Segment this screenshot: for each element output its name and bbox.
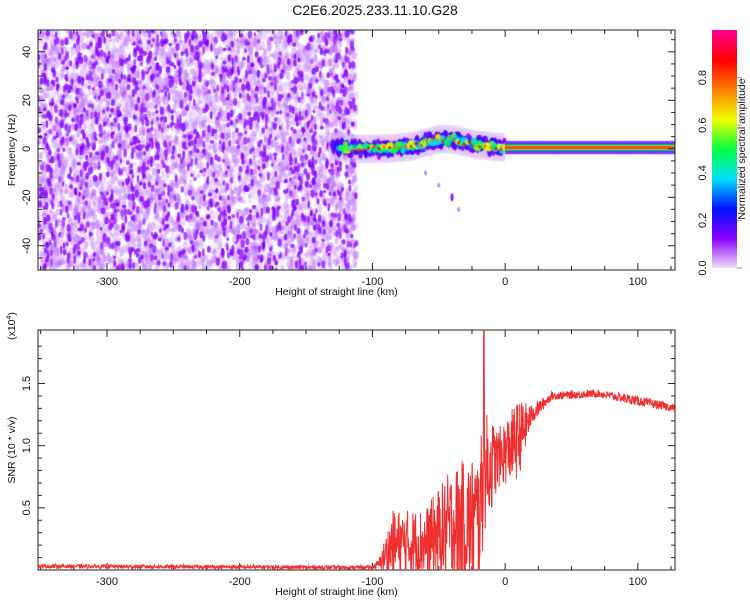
x-axis-label: Height of straight line (km) [275,586,398,598]
y-tick-label: 1.5 [21,376,33,391]
colorbar-tick-label: 0.0 [697,260,709,275]
x-tick-label: -200 [229,276,251,288]
colorbar-label: Normalized spectral amplitude [736,78,748,219]
y-scale-close: ) [6,312,18,316]
y-tick-label: -40 [21,238,33,254]
y-tick-label: 0 [21,146,33,152]
x-tick-label: -100 [361,576,383,588]
x-tick-label: 100 [629,576,647,588]
colorbar-tick-label: 0.6 [697,118,709,133]
y-tick-label: -20 [21,189,33,205]
y-scale-label: (x104) [6,312,18,340]
colorbar-tick-label: 0.2 [697,213,709,228]
colorbar-tick-label: 0.8 [697,70,709,85]
y-axis-label: Frequency (Hz) [6,114,18,186]
snr-series-line [37,329,676,571]
x-tick-label: -300 [96,576,118,588]
colorbar-gradient [712,30,737,268]
y-tick-label: 0.5 [21,500,33,515]
spectrogram-heatmap [38,30,675,270]
x-tick-label: 0 [502,576,508,588]
y-scale-base: (x10 [6,319,18,340]
x-axis-label: Height of straight line (km) [275,286,398,298]
y-tick-label: 1.0 [21,438,33,453]
chart-title: C2E6.2025.233.11.10.G28 [292,2,458,18]
colorbar-tick-label: 0.4 [697,165,709,180]
y-tick-label: 20 [21,94,33,106]
x-tick-label: 0 [502,276,508,288]
plot-frame [37,29,676,271]
y-tick-label: 40 [21,46,33,58]
x-tick-label: -100 [361,276,383,288]
x-tick-label: -300 [96,276,118,288]
plot-frame [37,329,676,571]
colorbar-axes: 0.0 0.2 0.4 0.6 0.8 Normalized spectral ampli… [697,70,748,276]
x-tick-label: -200 [229,576,251,588]
x-tick-label: 100 [629,276,647,288]
y-scale-exponent: 4 [6,315,13,319]
y-axis-label: SNR (10 * v/v) [6,416,18,483]
snr-axes: -300 -200 -100 0 100 Height of straight line … [6,312,676,598]
